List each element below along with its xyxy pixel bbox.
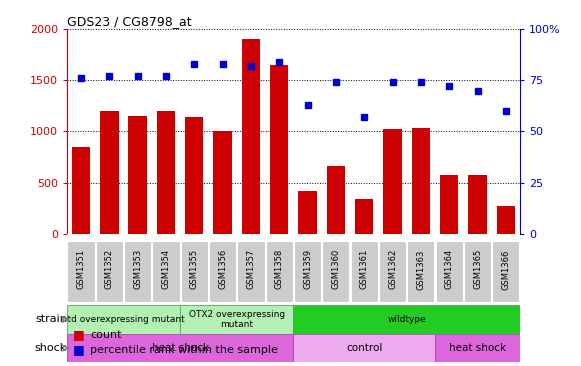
Text: heat shock: heat shock <box>152 343 209 353</box>
Bar <box>383 130 401 234</box>
Text: percentile rank within the sample: percentile rank within the sample <box>90 344 278 355</box>
Bar <box>293 305 520 334</box>
Text: ■: ■ <box>73 328 84 341</box>
Bar <box>299 191 317 234</box>
Bar <box>128 116 147 234</box>
Text: GSM1358: GSM1358 <box>275 249 284 290</box>
Bar <box>67 305 180 334</box>
Bar <box>270 65 288 234</box>
Bar <box>185 117 203 234</box>
Bar <box>322 241 350 302</box>
Bar <box>237 241 264 302</box>
Text: ■: ■ <box>73 343 84 356</box>
Text: GSM1351: GSM1351 <box>77 249 85 290</box>
Bar <box>67 241 95 302</box>
Text: GSM1357: GSM1357 <box>246 249 256 290</box>
Bar <box>435 334 520 362</box>
Text: GSM1353: GSM1353 <box>133 249 142 290</box>
Text: wildtype: wildtype <box>388 315 426 324</box>
Text: GSM1356: GSM1356 <box>218 249 227 290</box>
Text: GSM1355: GSM1355 <box>190 249 199 290</box>
Bar <box>67 334 293 362</box>
Text: control: control <box>346 343 382 353</box>
Text: GSM1363: GSM1363 <box>417 249 425 290</box>
Text: OTX2 overexpressing
mutant: OTX2 overexpressing mutant <box>189 310 285 329</box>
Bar <box>181 241 208 302</box>
Text: GSM1359: GSM1359 <box>303 249 312 290</box>
Text: strain: strain <box>35 314 67 324</box>
Text: shock: shock <box>34 343 67 353</box>
Bar <box>242 40 260 234</box>
Text: GSM1365: GSM1365 <box>473 249 482 290</box>
Bar <box>293 334 435 362</box>
Bar <box>157 111 175 234</box>
Text: otd overexpressing mutant: otd overexpressing mutant <box>62 315 185 324</box>
Bar <box>440 175 458 234</box>
Text: count: count <box>90 330 121 340</box>
Text: GSM1354: GSM1354 <box>162 249 170 290</box>
Bar <box>379 241 406 302</box>
Bar <box>464 241 491 302</box>
Bar <box>497 206 515 234</box>
Bar <box>350 241 378 302</box>
Text: GSM1366: GSM1366 <box>501 249 510 290</box>
Bar <box>180 305 293 334</box>
Bar <box>468 175 487 234</box>
Bar <box>152 241 180 302</box>
Bar <box>407 241 435 302</box>
Bar <box>294 241 321 302</box>
Bar <box>213 131 232 234</box>
Text: GSM1360: GSM1360 <box>331 249 340 290</box>
Bar <box>412 128 430 234</box>
Bar <box>492 241 519 302</box>
Text: heat shock: heat shock <box>449 343 506 353</box>
Bar <box>72 147 90 234</box>
Bar <box>355 199 374 234</box>
Text: GSM1361: GSM1361 <box>360 249 369 290</box>
Bar <box>100 111 119 234</box>
Text: GDS23 / CG8798_at: GDS23 / CG8798_at <box>67 15 192 28</box>
Bar <box>327 166 345 234</box>
Bar <box>124 241 151 302</box>
Bar <box>96 241 123 302</box>
Text: GSM1362: GSM1362 <box>388 249 397 290</box>
Bar <box>436 241 463 302</box>
Text: GSM1352: GSM1352 <box>105 249 114 290</box>
Bar <box>209 241 236 302</box>
Text: GSM1364: GSM1364 <box>444 249 454 290</box>
Bar <box>266 241 293 302</box>
